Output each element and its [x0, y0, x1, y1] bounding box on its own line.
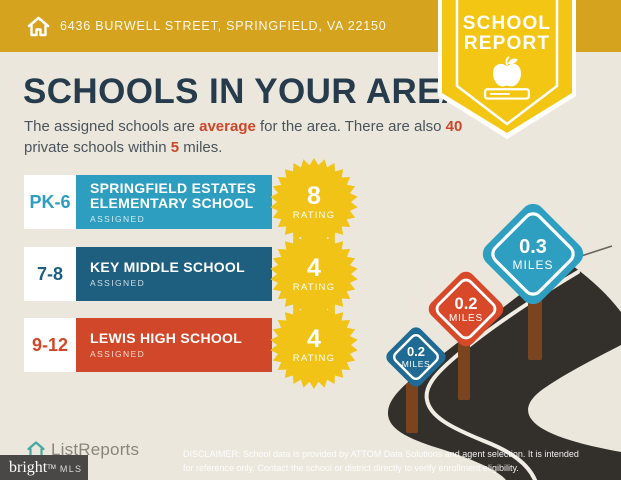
disclaimer-line2: for reference only. Contact the school o…: [183, 463, 519, 473]
school-name: SPRINGFIELD ESTATES ELEMENTARY SCHOOL: [90, 179, 257, 211]
distance-value: 0.3: [519, 236, 547, 258]
listreports-wordmark: ListReports: [51, 440, 140, 459]
rating-value: 4: [307, 253, 321, 282]
school-name: KEY MIDDLE SCHOOL: [90, 259, 245, 275]
school-row-middle: 7-8 KEY MIDDLE SCHOOL ASSIGNED 4 RATING: [24, 230, 364, 318]
intro-text: The assigned schools are average for the…: [24, 116, 462, 158]
apple-book-icon: [483, 56, 531, 100]
highlight-miles: 5: [170, 139, 180, 156]
highlight-average: average: [199, 118, 256, 135]
assigned-label: ASSIGNED: [90, 278, 146, 288]
trademark-symbol: TM: [47, 464, 56, 471]
grade-range: PK-6: [24, 175, 76, 229]
page-title: SCHOOLS IN YOUR AREA: [23, 72, 467, 111]
disclaimer-line1: DISCLAIMER: School data is provided by A…: [183, 449, 579, 459]
grade-range: 9-12: [24, 318, 76, 372]
school-bar: SPRINGFIELD ESTATES ELEMENTARY SCHOOL AS…: [76, 175, 272, 229]
distance-sign-large: 0.3 MILES: [477, 198, 589, 310]
school-bar: LEWIS HIGH SCHOOL ASSIGNED: [76, 318, 272, 372]
assigned-label: ASSIGNED: [90, 349, 146, 359]
school-row-elementary: PK-6 SPRINGFIELD ESTATES ELEMENTARY SCHO…: [24, 158, 364, 246]
rating-badge: 4 RATING: [269, 300, 359, 390]
school-report-badge: SCHOOL REPORT: [438, 0, 576, 140]
grade-range: 7-8: [24, 247, 76, 301]
starburst-icon: [270, 158, 358, 246]
intro-line2: private schools within 5 miles.: [24, 139, 223, 156]
distance-unit: MILES: [401, 359, 431, 369]
starburst-icon: [270, 301, 358, 389]
starburst-icon: [270, 230, 358, 318]
school-row-high: 9-12 LEWIS HIGH SCHOOL ASSIGNED 4 RATING: [24, 301, 364, 389]
rating-label: RATING: [292, 352, 336, 364]
distance-unit: MILES: [512, 258, 554, 272]
school-name: LEWIS HIGH SCHOOL: [90, 330, 243, 346]
bright-wordmark: bright: [9, 458, 48, 476]
rating-label: RATING: [292, 209, 336, 221]
property-address: 6436 BURWELL STREET, SPRINGFIELD, VA 221…: [60, 19, 387, 33]
distance-value: 0.2: [454, 294, 478, 313]
school-bar: KEY MIDDLE SCHOOL ASSIGNED: [76, 247, 272, 301]
distance-unit: MILES: [448, 312, 483, 324]
bright-mls-logo: bright TM MLS: [0, 455, 88, 480]
highlight-private-count: 40: [445, 118, 463, 135]
intro-line1: The assigned schools are average for the…: [24, 118, 463, 135]
rating-badge: 4 RATING: [269, 229, 359, 319]
disclaimer-text: DISCLAIMER: School data is provided by A…: [183, 447, 619, 475]
rating-value: 4: [307, 324, 321, 353]
badge-line1: SCHOOL: [462, 13, 552, 34]
assigned-label: ASSIGNED: [90, 213, 146, 224]
mls-label: MLS: [59, 464, 83, 474]
house-icon: [27, 16, 50, 36]
rating-badge: 8 RATING: [269, 157, 359, 247]
rating-value: 8: [307, 181, 321, 210]
rating-label: RATING: [292, 281, 336, 293]
badge-line2: REPORT: [463, 33, 551, 54]
